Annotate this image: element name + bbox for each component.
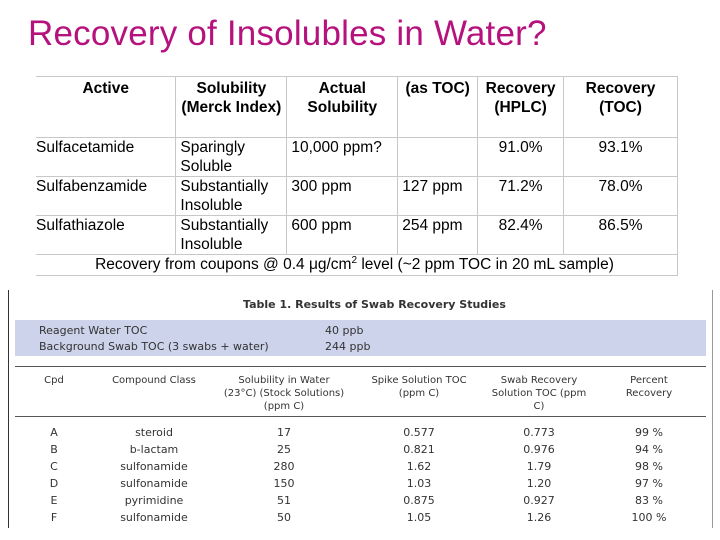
table-row: Sulfathiazole Substantially Insoluble 60… (36, 215, 678, 255)
cell-cpd: C (50, 460, 58, 473)
cell-swab: 0.927 (523, 494, 555, 507)
band-row-reagent: Reagent Water TOC 40 ppb (39, 324, 363, 337)
slide-title: Recovery of Insolubles in Water? (28, 14, 547, 53)
footer-unit: μg/cm (308, 256, 352, 273)
cell-solubility: 17 (277, 426, 291, 439)
band-value: 244 ppb (325, 340, 371, 353)
cell-class: b-lactam (129, 443, 179, 456)
cell-spike: 0.821 (403, 443, 435, 456)
header-actual-solubility: Actual Solubility (286, 76, 399, 138)
cell-cpd: F (50, 511, 58, 524)
cell-recovery-hplc: 91.0% (477, 137, 565, 177)
table-header-row: Active Solubility (Merck Index) Actual S… (36, 76, 678, 138)
cell-recovery-toc: 93.1% (563, 137, 678, 177)
cell-spike: 1.62 (406, 460, 432, 473)
band-label: Reagent Water TOC (39, 324, 148, 337)
header-active: Active (36, 76, 177, 138)
background-toc-band: Reagent Water TOC 40 ppb Background Swab… (15, 320, 706, 356)
cell-swab: 1.20 (526, 477, 552, 490)
header-percent-recovery: Percent Recovery (625, 375, 673, 399)
cell-cpd: B (50, 443, 58, 456)
table-row: Sulfacetamide Sparingly Soluble 10,000 p… (36, 137, 678, 177)
cell-swab: 1.79 (526, 460, 552, 473)
cell-class: sulfonamide (120, 477, 188, 490)
solubility-recovery-table: Active Solubility (Merck Index) Actual S… (36, 76, 678, 276)
cell-as-toc: 254 ppm (397, 215, 479, 255)
cell-percent: 97 % (635, 477, 663, 490)
footer-text-start: Recovery from coupons @ 0.4 (95, 256, 309, 273)
band-label: Background Swab TOC (3 swabs + water) (39, 340, 269, 353)
cell-solubility: 280 (273, 460, 295, 473)
header-spike-toc: Spike Solution TOC (ppm C) (371, 375, 467, 399)
cell-percent: 98 % (635, 460, 663, 473)
cell-active: Sulfabenzamide (36, 176, 177, 216)
cell-spike: 0.875 (403, 494, 435, 507)
figure-caption: Table 1. Results of Swab Recovery Studie… (243, 298, 506, 311)
header-swab-toc: Swab Recovery Solution TOC (ppm C) (491, 375, 587, 412)
table-row: Sulfabenzamide Substantially Insoluble 3… (36, 176, 678, 216)
cell-class: steroid (135, 426, 173, 439)
table-row: F sulfonamide 50 1.05 1.26 100 % (9, 511, 712, 528)
band-row-background: Background Swab TOC (3 swabs + water) 24… (39, 340, 370, 353)
table-row: B b-lactam 25 0.821 0.976 94 % (9, 443, 712, 460)
footer-note: Recovery from coupons @ 0.4 μg/cm2 level… (36, 254, 678, 276)
cell-swab: 0.773 (523, 426, 555, 439)
table-row: E pyrimidine 51 0.875 0.927 83 % (9, 494, 712, 511)
cell-percent: 100 % (631, 511, 667, 524)
swab-recovery-figure: Table 1. Results of Swab Recovery Studie… (8, 290, 713, 528)
cell-percent: 83 % (635, 494, 663, 507)
header-solubility-water: Solubility in Water (23°C) (Stock Soluti… (223, 375, 345, 412)
cell-solubility: Substantially Insoluble (175, 176, 288, 216)
cell-solubility: 150 (273, 477, 295, 490)
table-row: C sulfonamide 280 1.62 1.79 98 % (9, 460, 712, 477)
table-row: D sulfonamide 150 1.03 1.20 97 % (9, 477, 712, 494)
cell-as-toc: 127 ppm (397, 176, 479, 216)
cell-recovery-toc: 86.5% (563, 215, 678, 255)
header-recovery-toc: Recovery (TOC) (563, 76, 678, 138)
cell-swab: 1.26 (526, 511, 552, 524)
cell-as-toc (397, 137, 479, 177)
cell-recovery-hplc: 82.4% (477, 215, 565, 255)
header-cpd: Cpd (44, 375, 64, 386)
cell-active: Sulfacetamide (36, 137, 177, 177)
divider (15, 416, 706, 417)
cell-solubility: Substantially Insoluble (175, 215, 288, 255)
cell-recovery-hplc: 71.2% (477, 176, 565, 216)
cell-percent: 99 % (635, 426, 663, 439)
header-recovery-hplc: Recovery (HPLC) (477, 76, 565, 138)
cell-swab: 0.976 (523, 443, 555, 456)
header-as-toc: (as TOC) (397, 76, 479, 138)
cell-active: Sulfathiazole (36, 215, 177, 255)
header-compound-class: Compound Class (112, 375, 196, 386)
band-value: 40 ppb (325, 324, 364, 337)
cell-cpd: A (50, 426, 58, 439)
footer-text-end: level (~2 ppm TOC in 20 mL sample) (357, 256, 614, 273)
cell-class: sulfonamide (120, 460, 188, 473)
cell-spike: 1.03 (406, 477, 432, 490)
cell-solubility: 51 (277, 494, 291, 507)
cell-cpd: D (49, 477, 59, 490)
table-footer-row: Recovery from coupons @ 0.4 μg/cm2 level… (36, 254, 678, 276)
cell-actual: 300 ppm (286, 176, 399, 216)
cell-class: sulfonamide (120, 511, 188, 524)
cell-solubility: 50 (277, 511, 291, 524)
cell-percent: 94 % (635, 443, 663, 456)
cell-solubility: Sparingly Soluble (175, 137, 288, 177)
footer-exponent: 2 (351, 254, 358, 266)
table-row: A steroid 17 0.577 0.773 99 % (9, 426, 712, 443)
cell-spike: 1.05 (406, 511, 432, 524)
cell-cpd: E (50, 494, 58, 507)
divider (15, 366, 706, 367)
cell-actual: 600 ppm (286, 215, 399, 255)
cell-spike: 0.577 (403, 426, 435, 439)
cell-solubility: 25 (277, 443, 291, 456)
cell-class: pyrimidine (124, 494, 184, 507)
header-solubility-merck: Solubility (Merck Index) (175, 76, 288, 138)
cell-actual: 10,000 ppm? (286, 137, 399, 177)
cell-recovery-toc: 78.0% (563, 176, 678, 216)
